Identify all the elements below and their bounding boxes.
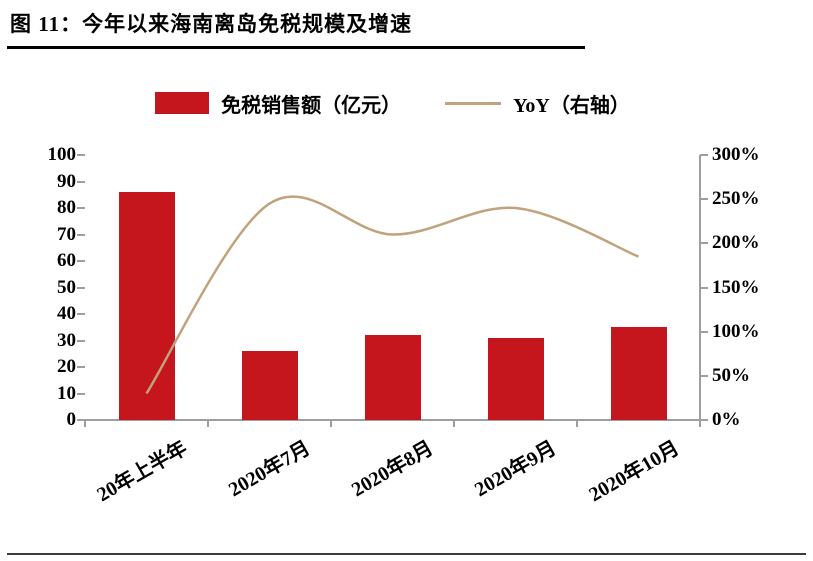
x-axis-tick [453,420,455,427]
y-axis-right-label: 50% [712,364,750,386]
y-axis-left-label: 100 [47,144,77,165]
y-axis-right-tick [700,198,708,201]
y-axis-left-tick [77,260,85,262]
y-axis-right-tick [700,330,708,333]
y-axis-left-tick [77,339,85,342]
y-axis-left-label: 0 [66,409,77,430]
y-axis-left-label: 80 [57,197,76,218]
chart-title: 图 11：今年以来海南离岛免税规模及增速 [10,12,413,36]
x-axis-tick [576,420,578,427]
x-axis-tick [330,420,332,427]
y-axis-right-label: 200% [712,232,760,254]
bar [118,192,175,420]
x-axis-label: 2020年7月 [224,437,314,502]
bottom-rule [7,553,806,555]
legend-item-bar: 免税销售额（亿元） [155,89,401,118]
y-axis-left-label: 40 [57,303,76,324]
y-axis-right-tick [700,154,708,156]
x-axis-tick [84,420,86,427]
y-axis-right-label: 0% [712,409,741,430]
y-axis-left-tick [77,233,85,236]
y-axis-right-tick [700,286,708,289]
y-axis-left-tick [77,180,85,183]
legend-line-label: YoY（右轴） [513,94,630,117]
y-axis-right-label: 150% [712,276,760,298]
legend-bar-label: 免税销售额（亿元） [221,94,402,117]
bar [241,351,298,420]
legend-item-line: YoY（右轴） [445,89,630,118]
x-axis-label: 2020年9月 [470,437,560,502]
y-axis-right-tick [700,242,708,245]
y-axis-left-tick [77,154,85,156]
bar [364,335,421,420]
x-axis-label: 2020年10月 [584,437,683,507]
y-axis-right-tick [700,419,708,421]
yoy-line [145,195,639,395]
bar [487,337,544,420]
y-axis-left-label: 50 [57,276,76,298]
y-axis-left-tick [77,366,85,368]
x-axis-tick [699,420,701,427]
y-axis-left-tick [77,419,85,421]
bar-series-swatch-icon [155,92,210,114]
x-axis-tick [207,420,209,427]
title-underline [7,46,585,49]
x-axis-label: 2020年8月 [347,437,437,502]
y-axis-left-label: 90 [57,170,76,192]
yoy-line-layer [145,195,639,395]
chart-legend: 免税销售额（亿元） YoY（右轴） [85,88,700,118]
y-axis-right-label: 100% [712,320,760,342]
y-axis-left-label: 60 [57,250,76,271]
line-series-swatch-icon [445,101,502,105]
y-axis-left-tick [77,207,85,209]
y-axis-left-label: 10 [57,382,76,404]
x-axis-line [85,419,702,421]
y-axis-left-label: 70 [57,223,76,245]
x-axis-label: 20年上半年 [92,437,191,507]
right-axis-line [699,155,701,421]
y-axis-left-tick [77,313,85,315]
y-axis-right-label: 300% [712,144,760,165]
y-axis-left-tick [77,286,85,289]
y-axis-left-label: 30 [57,329,76,351]
y-axis-right-label: 250% [712,188,760,210]
y-axis-left-tick [77,392,85,395]
bar [610,327,667,420]
y-axis-right-tick [700,374,708,377]
y-axis-left-label: 20 [57,356,76,377]
